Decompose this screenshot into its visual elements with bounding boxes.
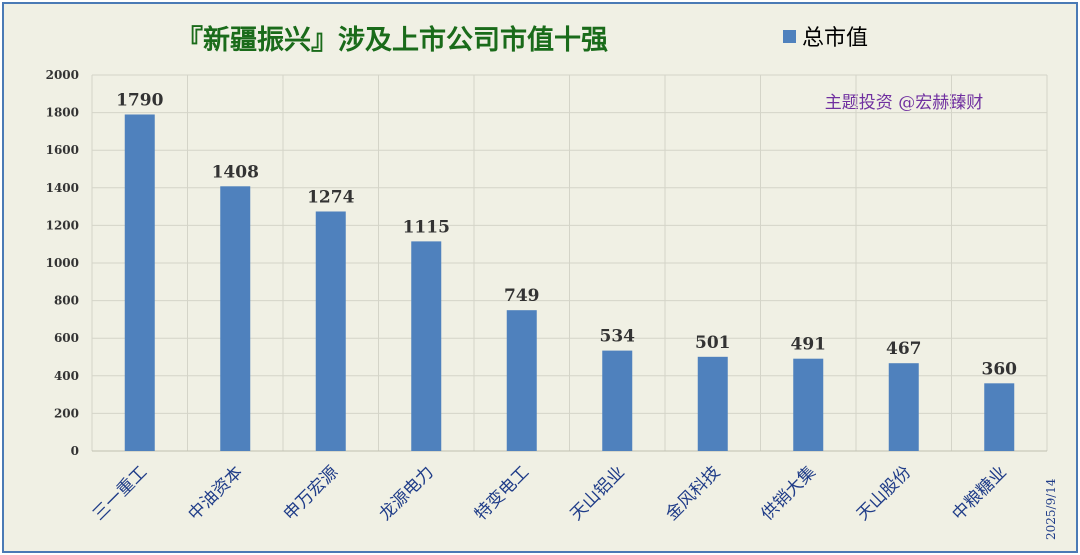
y-tick-label: 1200 xyxy=(46,218,79,232)
x-tick-label: 龙源电力 xyxy=(376,462,438,524)
chart-title: 『新疆振兴』涉及上市公司市值十强 xyxy=(176,24,608,56)
x-tick-label: 中油资本 xyxy=(185,462,247,524)
x-tick-label: 特变电工 xyxy=(471,462,533,524)
x-tick-label: 三一重工 xyxy=(89,462,151,524)
bar xyxy=(124,114,155,451)
data-label: 1274 xyxy=(307,187,354,207)
y-tick-label: 0 xyxy=(71,444,79,458)
date-label: 2025/9/14 xyxy=(1044,478,1058,540)
x-axis-labels: 三一重工 中油资本 申万宏源 龙源电力 特变电工 天山铝业 金风科技 供销大集 天山股份 中粮糖业 xyxy=(89,462,1011,524)
x-tick-label: 申万宏源 xyxy=(280,462,342,524)
data-label: 1790 xyxy=(116,90,163,110)
y-tick-label: 2000 xyxy=(46,68,79,82)
bar xyxy=(602,350,633,451)
bar xyxy=(697,356,728,451)
bar xyxy=(793,358,824,451)
x-tick-label: 中粮糖业 xyxy=(949,462,1011,524)
x-tick-label: 供销大集 xyxy=(758,462,820,524)
grid-lines xyxy=(91,74,1048,452)
legend-label: 总市值 xyxy=(802,26,868,51)
legend-swatch xyxy=(783,30,796,43)
bar xyxy=(506,310,537,451)
y-tick-label: 800 xyxy=(54,294,79,308)
watermark-text: 主题投资 @宏赫臻财 xyxy=(825,93,983,113)
y-tick-label: 1600 xyxy=(46,143,79,157)
bar xyxy=(315,211,346,451)
data-label: 749 xyxy=(504,286,540,306)
y-axis: 0 200 400 600 800 1000 1200 1400 1600 1800 2000 xyxy=(46,68,79,458)
value-labels: 1790 1408 1274 1115 749 534 501 491 467 360 xyxy=(116,90,1017,379)
y-tick-label: 1800 xyxy=(46,106,79,120)
data-label: 491 xyxy=(791,335,827,355)
x-tick-label: 金风科技 xyxy=(662,462,724,524)
y-tick-label: 200 xyxy=(54,406,79,420)
data-label: 534 xyxy=(600,327,636,347)
bar xyxy=(220,186,251,451)
bar xyxy=(888,363,919,451)
data-label: 360 xyxy=(982,359,1018,379)
bar xyxy=(411,241,442,451)
y-tick-label: 1000 xyxy=(46,256,79,270)
bars xyxy=(124,114,1015,451)
y-tick-label: 1400 xyxy=(46,181,79,195)
bar xyxy=(984,383,1015,451)
data-label: 467 xyxy=(886,339,922,359)
y-tick-label: 600 xyxy=(54,331,79,345)
data-label: 1115 xyxy=(403,217,450,237)
y-tick-label: 400 xyxy=(54,369,79,383)
bar-chart: 『新疆振兴』涉及上市公司市值十强 总市值 主题投资 @宏赫臻财 0 200 400 6… xyxy=(46,24,1058,540)
data-label: 501 xyxy=(695,333,731,353)
legend: 总市值 xyxy=(783,26,868,51)
x-tick-label: 天山股份 xyxy=(853,462,915,524)
data-label: 1408 xyxy=(212,162,259,182)
x-tick-label: 天山铝业 xyxy=(567,462,629,524)
